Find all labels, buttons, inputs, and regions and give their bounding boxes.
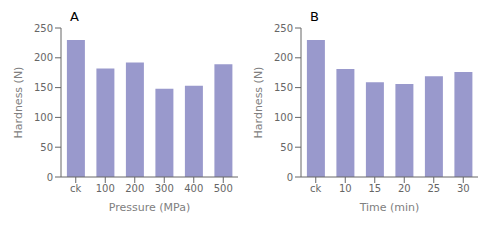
svg-text:Time (min): Time (min) (359, 201, 420, 214)
svg-text:150: 150 (34, 82, 53, 93)
svg-text:400: 400 (184, 183, 203, 194)
svg-text:Hardness (N): Hardness (N) (252, 67, 265, 139)
svg-text:300: 300 (155, 183, 174, 194)
svg-text:250: 250 (34, 23, 53, 34)
html-text:A: A (70, 9, 79, 24)
svg-text:0: 0 (47, 172, 53, 183)
svg-text:150: 150 (274, 82, 293, 93)
svg-text:ck: ck (70, 183, 81, 194)
svg-text:50: 50 (40, 142, 53, 153)
svg-text:25: 25 (427, 183, 440, 194)
svg-text:100: 100 (274, 112, 293, 123)
svg-text:100: 100 (96, 183, 115, 194)
svg-text:20: 20 (398, 183, 411, 194)
svg-text:Pressure (MPa): Pressure (MPa) (109, 201, 190, 214)
svg-text:100: 100 (34, 112, 53, 123)
svg-text:500: 500 (214, 183, 233, 194)
svg-text:Hardness (N): Hardness (N) (12, 67, 25, 139)
svg-text:0: 0 (287, 172, 293, 183)
svg-text:15: 15 (368, 183, 381, 194)
svg-text:10: 10 (339, 183, 352, 194)
svg-text:200: 200 (125, 183, 144, 194)
svg-text:50: 50 (280, 142, 293, 153)
svg-text:250: 250 (274, 23, 293, 34)
svg-text:200: 200 (274, 52, 293, 63)
svg-text:30: 30 (457, 183, 470, 194)
svg-text:200: 200 (34, 52, 53, 63)
html-text:B: B (310, 9, 319, 24)
svg-text:ck: ck (310, 183, 321, 194)
